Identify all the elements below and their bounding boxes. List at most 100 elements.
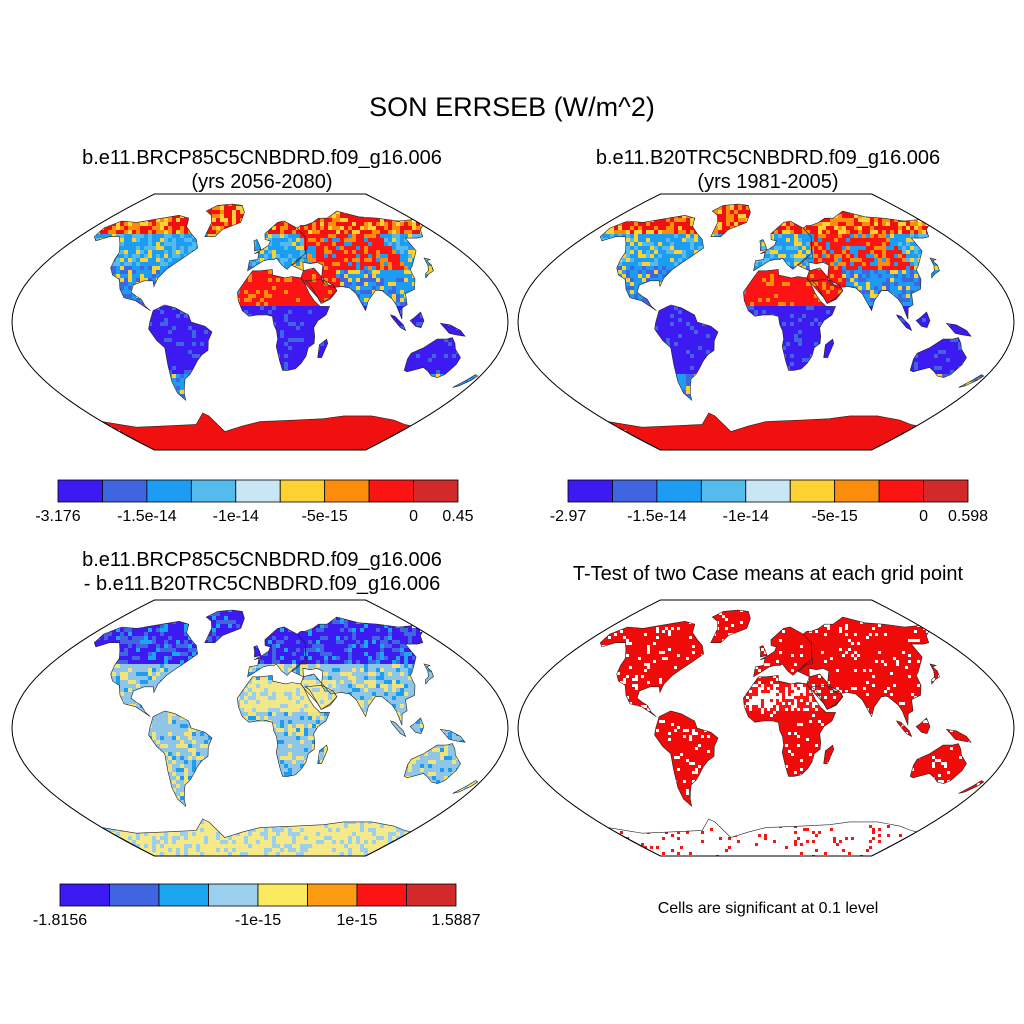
coastline-sumatra	[389, 314, 407, 332]
coastline-sumatra	[895, 314, 913, 332]
coastline-europe	[247, 220, 307, 272]
map-boundary	[11, 193, 509, 451]
map-panel-case2	[517, 193, 1015, 451]
colorbar-tick-label: -1e-15	[235, 912, 281, 929]
coastline-arabia	[810, 278, 844, 304]
colorbar-tick-label: -5e-15	[302, 508, 348, 525]
coastline-europe	[753, 220, 813, 272]
coastline-south-america	[148, 710, 213, 808]
panel-1-title: b.e11.BRCP85C5CNBDRD.f09_g16.006 (yrs 20…	[12, 146, 512, 194]
coastline-greenland	[710, 609, 751, 643]
coastline-south-america	[148, 304, 213, 402]
colorbar-tick-label: -1.5e-14	[117, 508, 177, 525]
coastline-japan	[929, 257, 940, 279]
colorbar-box	[307, 883, 358, 907]
colorbar-tick-label: 0	[919, 508, 928, 525]
coastline-north-america	[93, 620, 198, 717]
colorbar-tick-label: 0.598	[948, 508, 988, 525]
coastline-new-guinea	[439, 728, 466, 743]
coastline-new-zealand	[958, 374, 985, 388]
panel-3-case-a: b.e11.BRCP85C5CNBDRD.f09_g16.006	[12, 548, 512, 572]
coastline-japan	[423, 257, 434, 279]
colorbar-box	[700, 479, 747, 503]
colorbar-tick-label: 1.5887	[432, 912, 481, 929]
colorbar-tick-label: -1e-14	[723, 508, 769, 525]
panel-1-case-name: b.e11.BRCP85C5CNBDRD.f09_g16.006	[12, 146, 512, 170]
coastline-australia	[909, 337, 967, 378]
map-panel-ttest	[517, 599, 1015, 857]
coastline-europe	[247, 626, 307, 678]
coastline-asia	[796, 210, 930, 320]
coastline-asia	[290, 616, 424, 726]
map-panel-difference	[11, 599, 509, 857]
coastline-greenland	[204, 203, 245, 237]
figure-title: SON ERRSEB (W/m^2)	[0, 92, 1024, 123]
colorbar-box	[324, 479, 370, 503]
coastline-asia	[290, 210, 424, 320]
coastline-arabia	[810, 684, 844, 710]
panel-4-title: T-Test of two Case means at each grid po…	[518, 562, 1018, 586]
coastline-japan	[929, 663, 940, 685]
coastline-europe	[753, 626, 813, 678]
colorbar-box	[190, 479, 237, 503]
colorbar-box	[57, 479, 103, 503]
coastline-borneo	[409, 311, 425, 329]
panel-1-years: (yrs 2056-2080)	[12, 170, 512, 194]
coastline-sumatra	[389, 720, 407, 738]
coastline-africa	[237, 675, 331, 777]
colorbar-box	[368, 479, 414, 503]
coastline-australia	[403, 337, 461, 378]
coastline-new-guinea	[945, 728, 972, 743]
coastline-africa	[743, 675, 837, 777]
colorbar-box	[279, 479, 326, 503]
colorbar-case1: -3.176 -1.5e-14 -1e-14 -5e-15 0 0.45	[35, 479, 474, 525]
colorbar-box	[878, 479, 924, 503]
panel-3-title: b.e11.BRCP85C5CNBDRD.f09_g16.006 - b.e11…	[12, 548, 512, 596]
coastline-new-zealand	[958, 780, 985, 794]
coastline-australia	[403, 743, 461, 784]
colorbar-box	[612, 479, 658, 503]
panel-2-title: b.e11.B20TRC5CNBDRD.f09_g16.006 (yrs 198…	[518, 146, 1018, 194]
coastline-arabia	[304, 684, 338, 710]
coastline-new-zealand	[452, 780, 479, 794]
coastline-uk	[759, 645, 768, 658]
colorbar-tick-label: -2.97	[550, 508, 587, 525]
colorbar-difference: -1.8156 -1e-15 1e-15 1.5887	[33, 883, 481, 929]
panel-2-years: (yrs 1981-2005)	[518, 170, 1018, 194]
coastline-borneo	[409, 717, 425, 735]
map-boundary	[517, 599, 1015, 857]
colorbar-box	[356, 883, 407, 907]
coastline-borneo	[915, 717, 931, 735]
coastline-madagascar	[317, 338, 329, 358]
coastline-new-guinea	[945, 322, 972, 337]
panel-3-case-b: - b.e11.B20TRC5CNBDRD.f09_g16.006	[12, 572, 512, 596]
coastline-arabia	[304, 278, 338, 304]
coastline-japan	[423, 663, 434, 685]
colorbar-tick-label: -3.176	[35, 508, 80, 525]
coastline-new-guinea	[439, 322, 466, 337]
colorbar-tick-label: -5e-15	[812, 508, 858, 525]
colorbar-box	[413, 479, 459, 503]
significance-note: Cells are significant at 0.1 level	[518, 900, 1018, 918]
coastline-sumatra	[895, 720, 913, 738]
coastline-north-america	[599, 214, 704, 311]
coastline-greenland	[204, 609, 245, 643]
colorbar-box	[834, 479, 880, 503]
coastline-south-america	[654, 304, 719, 402]
colorbar-box	[146, 479, 192, 503]
coastline-uk	[759, 239, 768, 252]
coastline-south-america	[654, 710, 719, 808]
colorbar-tick-label: 0	[409, 508, 418, 525]
colorbar-tick-label: -1.8156	[33, 912, 87, 929]
colorbar-box	[208, 883, 259, 907]
colorbar-tick-label: 1e-15	[337, 912, 378, 929]
coastline-asia	[796, 616, 930, 726]
coastline-madagascar	[823, 338, 835, 358]
colorbar-tick-label: 0.45	[442, 508, 473, 525]
colorbar-tick-label: -1.5e-14	[627, 508, 687, 525]
colorbar-box	[257, 883, 308, 907]
coastline-north-america	[93, 214, 198, 311]
colorbar-box	[158, 883, 209, 907]
colorbar-box	[102, 479, 148, 503]
colorbar-box	[235, 479, 281, 503]
